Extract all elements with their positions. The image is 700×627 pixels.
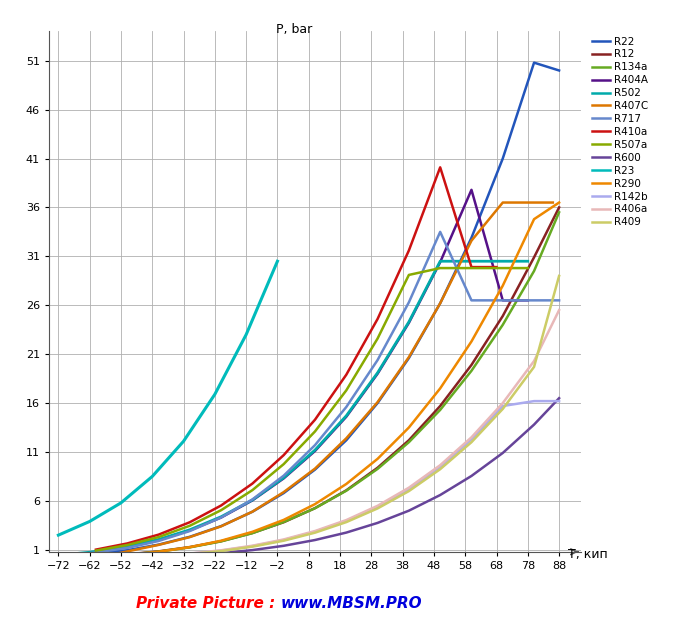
Text: P, bar: P, bar — [276, 23, 312, 36]
Text: www.MBSM.PRO: www.MBSM.PRO — [280, 596, 422, 611]
Text: T, кип: T, кип — [568, 548, 608, 561]
Legend: R22, R12, R134a, R404A, R502, R407C, R717, R410a, R507a, R600, R23, R290, R142b,: R22, R12, R134a, R404A, R502, R407C, R71… — [592, 36, 649, 228]
Text: Private Picture :: Private Picture : — [136, 596, 280, 611]
